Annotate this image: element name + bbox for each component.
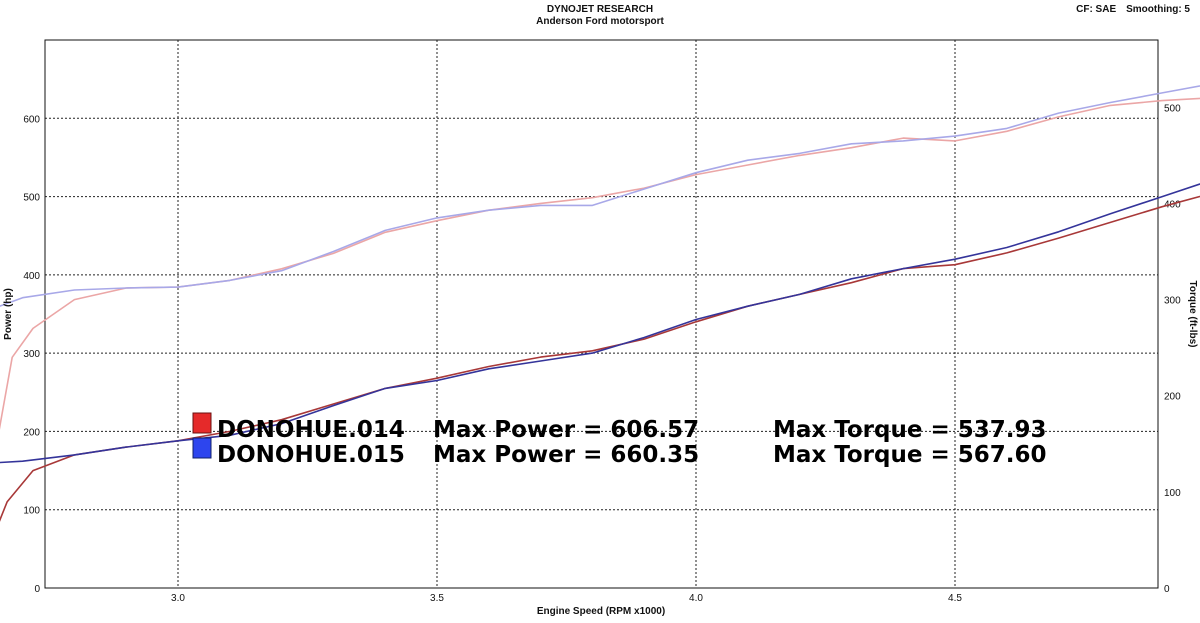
legend-swatch-run14 [192, 412, 212, 434]
series-line-1 [0, 195, 1200, 522]
y2-tick-label: 300 [1164, 296, 1181, 307]
x-tick-label: 4.5 [948, 593, 962, 604]
legend-run14-name: DONOHUE.014 [217, 417, 405, 443]
series-line-2 [0, 97, 1200, 430]
x-tick-label: 3.5 [430, 593, 444, 604]
correction-factor: CF: SAE [1076, 4, 1117, 15]
legend-run15-torque: Max Torque = 567.60 [773, 442, 1047, 468]
y-tick-label: 200 [23, 427, 40, 438]
legend-run15-name: DONOHUE.015 [217, 442, 405, 468]
legend-run14-power: Max Power = 606.57 [433, 417, 699, 443]
y-tick-label: 600 [23, 114, 40, 125]
y-tick-label: 0 [34, 584, 40, 595]
chart-subtitle: Anderson Ford motorsport [536, 16, 664, 27]
y2-tick-label: 200 [1164, 392, 1181, 403]
y-tick-label: 500 [23, 193, 40, 204]
grid-lines [45, 40, 1158, 588]
series-lines [0, 85, 1200, 522]
legend-run14-torque: Max Torque = 537.93 [773, 417, 1047, 443]
y2-tick-label: 400 [1164, 199, 1181, 210]
legend-run15-power: Max Power = 660.35 [433, 442, 699, 468]
legend-swatch-run15 [192, 437, 212, 459]
axis-ticks: 2.53.03.54.04.55.05.56.06.50100200300400… [23, 103, 1181, 604]
y-tick-label: 300 [23, 349, 40, 360]
plot-frame [44, 39, 1159, 589]
chart-header: DYNOJET RESEARCH Anderson Ford motorspor… [0, 4, 1200, 28]
series-line-4 [0, 85, 1200, 307]
smoothing-level: Smoothing: 5 [1126, 4, 1190, 15]
legend: DONOHUE.014 Max Power = 606.57 Max Torqu… [192, 412, 1047, 468]
x-tick-label: 4.0 [689, 593, 703, 604]
y2-tick-label: 0 [1164, 584, 1170, 595]
series-line-3 [0, 183, 1200, 464]
y2-tick-label: 500 [1164, 103, 1181, 114]
y-tick-label: 100 [23, 506, 40, 517]
x-tick-label: 3.0 [171, 593, 185, 604]
y-tick-label: 400 [23, 271, 40, 282]
y-axis-label: Power (hp) [3, 288, 14, 340]
y2-axis-label: Torque (ft-lbs) [1187, 280, 1198, 347]
correction-info: CF: SAE Smoothing: 5 [1076, 4, 1190, 15]
y2-tick-label: 100 [1164, 488, 1181, 499]
x-axis-label: Engine Speed (RPM x1000) [537, 606, 665, 617]
chart-title: DYNOJET RESEARCH [546, 4, 654, 15]
